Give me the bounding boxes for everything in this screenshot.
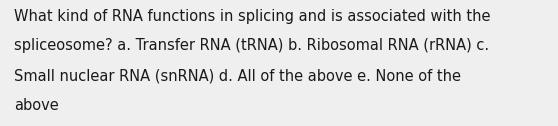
Text: above: above	[14, 98, 59, 113]
Text: Small nuclear RNA (snRNA) d. All of the above e. None of the: Small nuclear RNA (snRNA) d. All of the …	[14, 68, 461, 83]
Text: What kind of RNA functions in splicing and is associated with the: What kind of RNA functions in splicing a…	[14, 9, 490, 24]
Text: spliceosome? a. Transfer RNA (tRNA) b. Ribosomal RNA (rRNA) c.: spliceosome? a. Transfer RNA (tRNA) b. R…	[14, 38, 489, 53]
